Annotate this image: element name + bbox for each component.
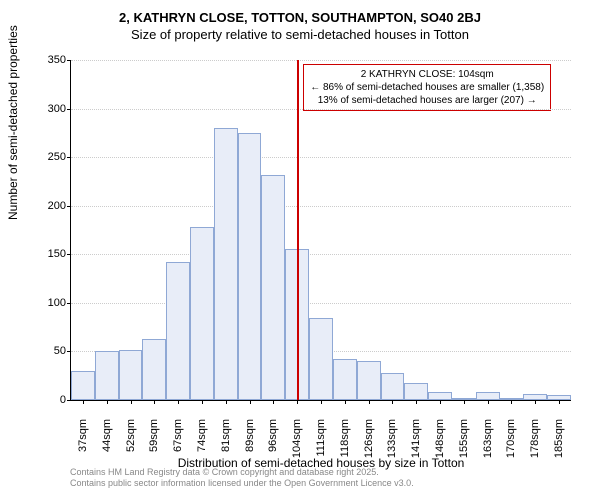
chart-subtitle: Size of property relative to semi-detach…	[10, 27, 590, 42]
y-axis-label: Number of semi-detached properties	[6, 25, 20, 220]
x-tick-label: 74sqm	[196, 419, 208, 459]
plot-area: 2 KATHRYN CLOSE: 104sqm ← 86% of semi-de…	[70, 60, 571, 401]
y-tick-mark	[67, 60, 71, 61]
gridline	[71, 157, 571, 158]
x-tick-mark	[559, 400, 560, 404]
gridline	[71, 60, 571, 61]
bar	[404, 383, 428, 400]
x-tick-label: 111sqm	[315, 419, 327, 459]
x-tick-label: 185sqm	[553, 419, 565, 459]
y-tick-mark	[67, 303, 71, 304]
chart-container: 2, KATHRYN CLOSE, TOTTON, SOUTHAMPTON, S…	[10, 10, 590, 490]
x-tick-label: 178sqm	[529, 419, 541, 459]
y-tick-label: 0	[36, 394, 66, 406]
annotation-line3: 13% of semi-detached houses are larger (…	[310, 94, 544, 107]
x-tick-label: 104sqm	[291, 419, 303, 459]
x-tick-label: 163sqm	[482, 419, 494, 459]
x-tick-mark	[488, 400, 489, 404]
x-tick-label: 155sqm	[458, 419, 470, 459]
annotation-box: 2 KATHRYN CLOSE: 104sqm ← 86% of semi-de…	[303, 64, 551, 111]
bar	[333, 359, 357, 400]
y-tick-label: 200	[36, 200, 66, 212]
y-tick-label: 50	[36, 345, 66, 357]
x-tick-label: 170sqm	[505, 419, 517, 459]
bar	[95, 351, 119, 400]
x-tick-mark	[107, 400, 108, 404]
y-tick-mark	[67, 157, 71, 158]
y-tick-label: 150	[36, 248, 66, 260]
x-tick-mark	[131, 400, 132, 404]
footer-text: Contains HM Land Registry data © Crown c…	[70, 467, 414, 490]
x-tick-mark	[273, 400, 274, 404]
x-tick-mark	[202, 400, 203, 404]
x-tick-mark	[178, 400, 179, 404]
y-tick-mark	[67, 109, 71, 110]
y-tick-label: 350	[36, 54, 66, 66]
x-tick-label: 96sqm	[267, 419, 279, 459]
bar	[166, 262, 190, 400]
bar	[357, 361, 381, 400]
footer-line1: Contains HM Land Registry data © Crown c…	[70, 467, 414, 479]
x-tick-mark	[369, 400, 370, 404]
bar	[381, 373, 405, 400]
x-tick-mark	[345, 400, 346, 404]
x-tick-label: 52sqm	[125, 419, 137, 459]
bar	[428, 392, 452, 400]
bar	[142, 339, 166, 400]
chart-title: 2, KATHRYN CLOSE, TOTTON, SOUTHAMPTON, S…	[10, 10, 590, 25]
x-tick-mark	[535, 400, 536, 404]
x-tick-label: 89sqm	[244, 419, 256, 459]
x-tick-mark	[83, 400, 84, 404]
y-tick-mark	[67, 351, 71, 352]
footer-line2: Contains public sector information licen…	[70, 478, 414, 490]
x-tick-mark	[511, 400, 512, 404]
marker-line	[297, 60, 299, 400]
x-tick-mark	[250, 400, 251, 404]
y-tick-label: 100	[36, 297, 66, 309]
bar	[214, 128, 238, 400]
gridline	[71, 303, 571, 304]
x-tick-mark	[440, 400, 441, 404]
x-tick-mark	[416, 400, 417, 404]
x-tick-mark	[154, 400, 155, 404]
x-tick-label: 133sqm	[386, 419, 398, 459]
x-tick-label: 37sqm	[77, 419, 89, 459]
x-tick-label: 81sqm	[220, 419, 232, 459]
x-tick-label: 67sqm	[172, 419, 184, 459]
bar	[71, 371, 95, 400]
bar	[190, 227, 214, 400]
y-tick-mark	[67, 400, 71, 401]
x-tick-mark	[297, 400, 298, 404]
annotation-line1: 2 KATHRYN CLOSE: 104sqm	[310, 68, 544, 81]
x-tick-label: 44sqm	[101, 419, 113, 459]
x-tick-label: 126sqm	[363, 419, 375, 459]
x-tick-mark	[226, 400, 227, 404]
y-tick-label: 300	[36, 103, 66, 115]
x-tick-mark	[464, 400, 465, 404]
gridline	[71, 109, 571, 110]
bar	[238, 133, 262, 400]
bar	[119, 350, 143, 401]
y-tick-mark	[67, 254, 71, 255]
x-tick-label: 118sqm	[339, 419, 351, 459]
x-tick-label: 141sqm	[410, 419, 422, 459]
bar	[261, 175, 285, 400]
y-tick-mark	[67, 206, 71, 207]
gridline	[71, 206, 571, 207]
bar	[309, 318, 333, 400]
x-tick-label: 148sqm	[434, 419, 446, 459]
gridline	[71, 254, 571, 255]
annotation-line2: ← 86% of semi-detached houses are smalle…	[310, 81, 544, 94]
x-tick-label: 59sqm	[148, 419, 160, 459]
bar	[476, 392, 500, 400]
x-tick-mark	[321, 400, 322, 404]
y-tick-label: 250	[36, 151, 66, 163]
x-tick-mark	[392, 400, 393, 404]
